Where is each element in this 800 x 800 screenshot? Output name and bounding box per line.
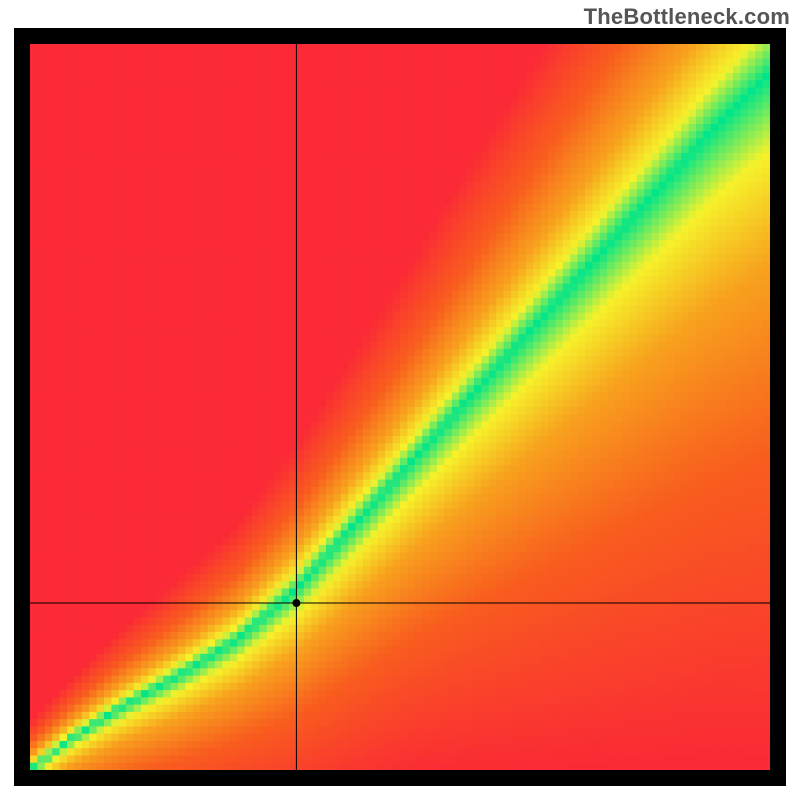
watermark-text: TheBottleneck.com bbox=[584, 4, 790, 30]
crosshair-dot bbox=[292, 599, 300, 607]
chart-outer-frame bbox=[14, 28, 786, 786]
heatmap-svg bbox=[30, 44, 770, 770]
heatmap-plot bbox=[30, 44, 770, 770]
